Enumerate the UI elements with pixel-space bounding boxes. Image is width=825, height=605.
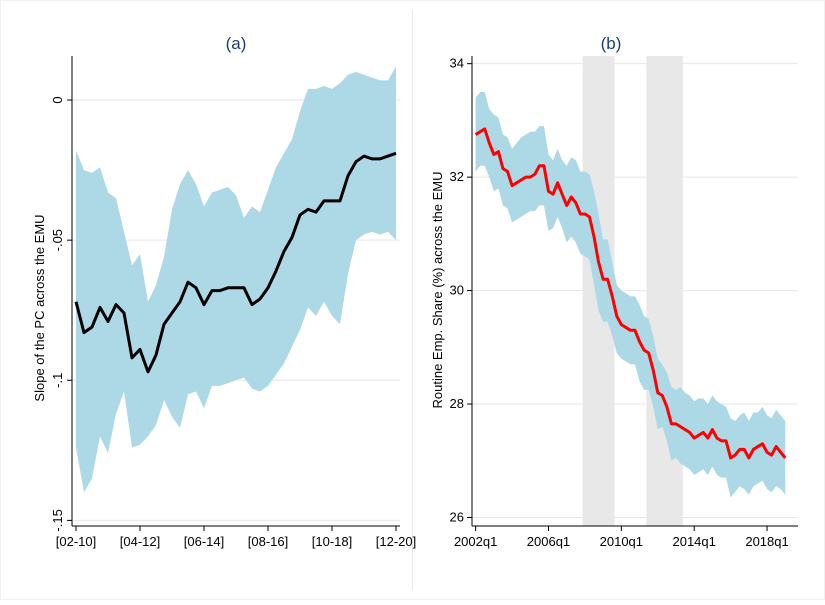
y-tick-label-1: 28 [450, 396, 464, 411]
x-tick-label-3: 2014q1 [672, 534, 715, 549]
x-tick-label-4: [10-18] [312, 534, 352, 549]
x-tick-label-2: 2010q1 [600, 534, 643, 549]
x-tick-label-3: [08-16] [248, 534, 288, 549]
x-tick-label-4: 2018q1 [745, 534, 788, 549]
x-tick-label-5: [12-20] [376, 534, 416, 549]
y-tick-label-0: 0 [50, 96, 65, 103]
y-tick-label-2: -.1 [50, 373, 65, 388]
panel-b-title: (b) [601, 34, 622, 53]
panel-a-y-axis-label: Slope of the PC across the EMU [32, 214, 47, 401]
panel-a-confidence-band [76, 66, 396, 493]
panel-a: 0 -.05 -.1 -.15 [02-10] [04-12] [06-14] [08-16… [32, 34, 416, 549]
y-tick-label-3: 32 [450, 169, 464, 184]
y-tick-label-1: -.05 [50, 229, 65, 251]
panel-a-slope-line [74, 151, 397, 374]
x-tick-label-1: 2006q1 [527, 534, 570, 549]
panel-b-y-axis-label: Routine Emp. Share (%) across the EMU [430, 172, 445, 409]
y-tick-label-2: 30 [450, 283, 464, 298]
x-tick-label-1: [04-12] [120, 534, 160, 549]
panel-b-routine-share-line [474, 127, 787, 460]
panel-a-x-ticks: [02-10] [04-12] [06-14] [08-16] [10-18] [12-2… [56, 526, 416, 549]
y-tick-label-4: 34 [450, 56, 464, 71]
panel-b-y-ticks: 26 28 30 32 34 [450, 56, 472, 524]
panel-a-y-ticks: 0 -.05 -.1 -.15 [50, 96, 72, 532]
y-tick-label-0: 26 [450, 509, 464, 524]
y-tick-label-3: -.15 [50, 509, 65, 531]
panel-b: 26 28 30 32 34 2002q1 2006q1 2010q1 2014q1 2018q… [430, 34, 798, 549]
x-tick-label-2: [06-14] [184, 534, 224, 549]
x-tick-label-0: [02-10] [56, 534, 96, 549]
panel-b-x-ticks: 2002q1 2006q1 2010q1 2014q1 2018q1 [454, 526, 789, 549]
x-tick-label-0: 2002q1 [454, 534, 497, 549]
panel-a-title: (a) [226, 34, 247, 53]
